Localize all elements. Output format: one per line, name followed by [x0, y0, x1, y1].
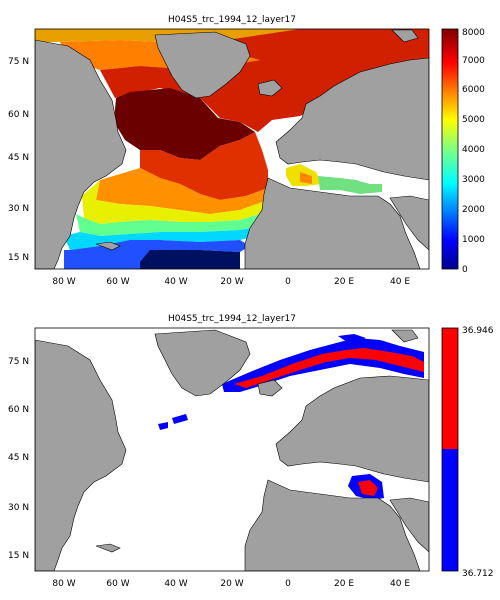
y-tick-30n-bottom: 30 N: [8, 503, 29, 513]
land-cuba: [95, 241, 121, 251]
cb-tick-1000: 1000: [462, 235, 485, 245]
x-tick-60w-top: 60 W: [106, 277, 129, 287]
field-red-mid: [140, 132, 268, 200]
field-navy: [140, 250, 240, 269]
y-tick-45n-bottom: 45 N: [8, 453, 29, 463]
map-top: [35, 29, 429, 269]
land-americas-b: [35, 339, 127, 571]
x-tick-20w-bottom: 20 W: [220, 579, 243, 589]
cb-blue-segment: [442, 449, 458, 571]
y-tick-15n-top: 15 N: [8, 253, 29, 263]
map-frame-top: [34, 28, 430, 270]
map-frame-bottom: [34, 327, 430, 572]
y-axis-top: 75 N 60 N 45 N 30 N 15 N: [8, 57, 29, 263]
x-tick-20w-top: 20 W: [220, 277, 243, 287]
land-greenland-b: [154, 329, 251, 397]
x-axis-top: 80 W 60 W 40 W 20 W 0 20 E 40 E: [52, 277, 410, 287]
field-yellow: [82, 180, 268, 224]
x-tick-40e-top: 40 E: [390, 277, 410, 287]
land-svalbard-b: [391, 329, 419, 343]
cb-tick-6000: 6000: [462, 85, 485, 95]
y-tick-15n-bottom: 15 N: [8, 551, 29, 561]
mask-red-med: [358, 480, 378, 496]
cb-tick-7000: 7000: [462, 56, 485, 66]
y-axis-bottom: 75 N 60 N 45 N 30 N 15 N: [8, 357, 29, 561]
cb-tick-8000: 8000: [462, 28, 485, 38]
field-cyan: [64, 226, 262, 250]
field-red-north: [100, 29, 429, 132]
map-title-top: H04S5_trc_1994_12_layer17: [168, 15, 296, 25]
land-greenland: [154, 31, 251, 99]
field-green: [76, 212, 266, 236]
y-tick-75n-bottom: 75 N: [8, 357, 29, 367]
cb-tick-3000: 3000: [462, 175, 485, 185]
land-africa-b: [244, 479, 421, 571]
field-med-orange: [300, 172, 312, 184]
colorbar-bottom: 36.946 36.712: [441, 326, 494, 579]
x-tick-80w-bottom: 80 W: [52, 579, 75, 589]
map-bottom: [35, 328, 429, 571]
cb-tick-0: 0: [462, 265, 468, 275]
mask-blue-labrador: [172, 414, 188, 424]
y-tick-60n-bottom: 60 N: [8, 405, 29, 415]
y-tick-45n-top: 45 N: [8, 153, 29, 163]
cb-bottom-label: 36.712: [462, 569, 494, 579]
land-iceland-b: [257, 379, 283, 397]
cb-tick-4000: 4000: [462, 145, 485, 155]
land-cuba-b: [95, 543, 121, 553]
x-tick-40w-top: 40 W: [164, 277, 187, 287]
x-tick-0-bottom: 0: [285, 579, 291, 589]
x-tick-60w-bottom: 60 W: [106, 579, 129, 589]
y-tick-30n-top: 30 N: [8, 204, 29, 214]
x-tick-40w-bottom: 40 W: [164, 579, 187, 589]
colorbar-top: 8000 7000 6000 5000 4000 3000 2000 1000 …: [441, 28, 485, 275]
y-tick-75n-top: 75 N: [8, 57, 29, 67]
x-tick-0-top: 0: [285, 277, 291, 287]
x-tick-40e-bottom: 40 E: [390, 579, 410, 589]
cb-tick-5000: 5000: [462, 115, 485, 125]
land-iceland: [257, 79, 283, 97]
field-orange-mid: [96, 168, 268, 214]
field-med-green: [318, 176, 382, 194]
field-dark-core: [114, 88, 255, 160]
cb-top-label: 36.946: [462, 326, 494, 336]
land-americas: [35, 39, 127, 269]
y-tick-60n-top: 60 N: [8, 110, 29, 120]
mask-blue-labrador2: [158, 422, 168, 430]
land-arabia: [389, 195, 429, 251]
cb-red-segment: [442, 328, 458, 449]
x-tick-80w-top: 80 W: [52, 277, 75, 287]
x-tick-20e-top: 20 E: [334, 277, 354, 287]
land-arabia-b: [389, 497, 429, 553]
x-tick-20e-bottom: 20 E: [334, 579, 354, 589]
cb-tick-2000: 2000: [462, 205, 485, 215]
land-africa: [244, 177, 421, 269]
land-europe: [275, 57, 429, 181]
land-svalbard: [391, 29, 419, 43]
map-title-bottom: H04S5_trc_1994_12_layer17: [168, 314, 296, 324]
mask-blue-north-edge: [338, 334, 366, 344]
x-axis-bottom: 80 W 60 W 40 W 20 W 0 20 E 40 E: [52, 579, 410, 589]
land-europe-b: [275, 375, 429, 483]
mask-red-nordic: [234, 348, 424, 388]
